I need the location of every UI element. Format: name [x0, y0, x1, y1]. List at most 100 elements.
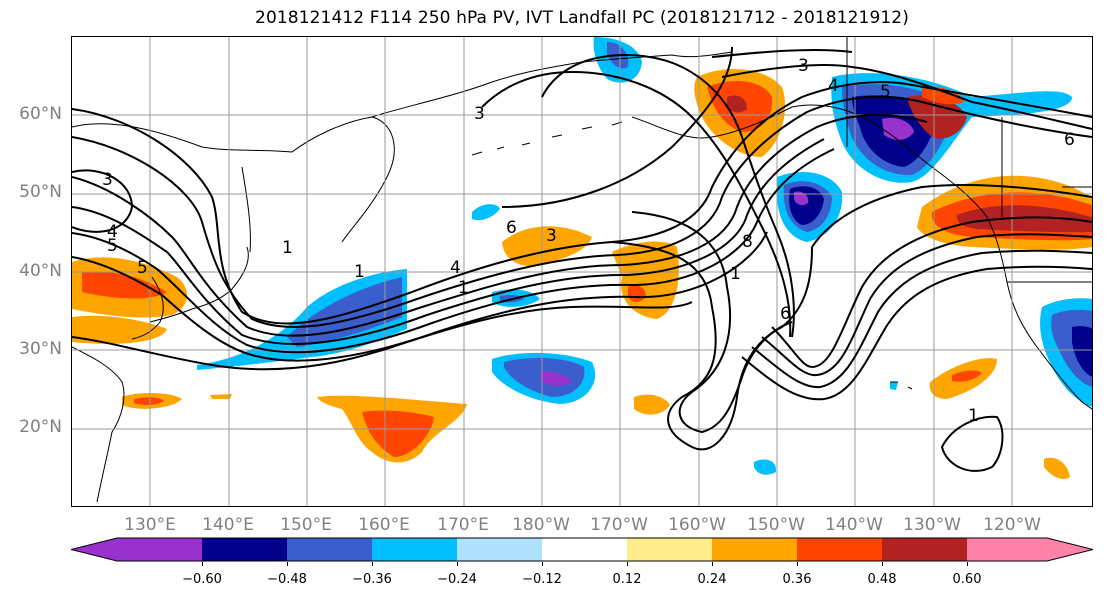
figure-title: 2018121412 F114 250 hPa PV, IVT Landfall… [255, 8, 909, 28]
map-panel: 3 4 5 5 1 1 4 1 6 3 3 1 8 6 3 4 5 6 1 [71, 36, 1093, 507]
coast-asia-north [72, 51, 733, 153]
pv-contour-5 [72, 148, 835, 354]
negative-anomaly-dateline-core [540, 371, 572, 386]
contour-label: 3 [798, 56, 809, 76]
colorbar-segment [202, 538, 287, 561]
colorbar-segment [287, 538, 372, 561]
contour-label: 5 [137, 258, 148, 278]
lon-label-130w: 130°W [903, 515, 961, 535]
colorbar-tick-label: 0.12 [612, 572, 642, 587]
pv-contour-4 [72, 138, 825, 345]
coast-hawaii [890, 381, 913, 390]
positive-anomaly-subtropics-east-core [952, 370, 982, 382]
map-canvas: 3 4 5 5 1 1 4 1 6 3 3 1 8 6 3 4 5 6 1 [72, 37, 1092, 506]
lat-label-40n: 40°N [19, 261, 62, 281]
pv-ne-1 [721, 64, 973, 103]
colorbar-tick-label: −0.24 [437, 572, 477, 587]
contour-label: 4 [450, 258, 461, 278]
pv-ridge-4 [741, 265, 1092, 401]
contour-label: 6 [780, 304, 791, 324]
colorbar-extend-high [1047, 538, 1093, 561]
colorbar-tickmark [712, 562, 713, 566]
contour-label: 1 [968, 406, 979, 426]
coast-china [72, 346, 125, 503]
positive-anomaly-central-core [362, 410, 434, 457]
pv-contours [72, 46, 1092, 472]
pv-contour-1 [72, 81, 1092, 325]
coast-na-border-3 [1001, 117, 1092, 217]
positive-anomaly-hawaii-east [1044, 457, 1070, 479]
colorbar-tick-label: 0.48 [867, 572, 897, 587]
positive-anomaly-japan-south [72, 315, 167, 344]
pv-closed-high [940, 415, 1004, 472]
contour-label: 1 [354, 262, 365, 282]
colorbar-tickmark [882, 562, 883, 566]
coast-japan [149, 246, 249, 323]
pv-ne-3 [971, 101, 1092, 130]
coast-kamchatka [341, 116, 395, 243]
contour-label: 4 [828, 76, 839, 96]
coast-korea [131, 276, 164, 340]
colorbar-segment [967, 538, 1047, 561]
contour-labels: 3 4 5 5 1 1 4 1 6 3 3 1 8 6 3 4 5 6 1 [102, 56, 1075, 426]
pv-ridge-3 [751, 249, 1092, 389]
colorbar-tick-label: 0.60 [952, 572, 982, 587]
positive-anomaly-goa-east [907, 95, 967, 139]
shaded-fields [72, 37, 1092, 479]
pv-trough-2 [631, 211, 793, 434]
lat-label-30n: 30°N [19, 339, 62, 359]
lat-label-50n: 50°N [19, 182, 62, 202]
pv-ridge-2 [761, 233, 1092, 377]
contour-label: 5 [880, 82, 891, 102]
pv-contour-2 [72, 95, 1092, 328]
colorbar-segment [117, 538, 202, 561]
contour-label: 8 [742, 232, 753, 252]
lon-label-160w: 160°W [668, 515, 726, 535]
lon-label-140e: 140°E [202, 515, 254, 535]
lon-label-140w: 140°W [825, 515, 883, 535]
positive-anomaly-160w-small [634, 394, 670, 415]
pv-contour-3 [72, 114, 928, 337]
colorbar [70, 537, 1094, 562]
pv-ridge-5 [811, 184, 1092, 248]
coast-na-west [986, 216, 1092, 410]
pv-trough-3 [501, 46, 733, 208]
colorbar-segment [882, 538, 967, 561]
lon-label-130e: 130°E [124, 515, 176, 535]
colorbar-tick-label: 0.36 [782, 572, 812, 587]
colorbar-segment [712, 538, 797, 561]
negative-anomaly-california-core [1072, 326, 1092, 377]
colorbar-tickmark [457, 562, 458, 566]
contour-label: 1 [730, 264, 741, 284]
colorbar-tickmark [542, 562, 543, 566]
positive-anomaly-small-1-core [134, 397, 164, 406]
contour-label: 4 [107, 222, 118, 242]
contour-label: 3 [546, 226, 557, 246]
graticule [72, 37, 1092, 506]
pv-ridge-1 [771, 216, 1092, 369]
colorbar-tickmark [627, 562, 628, 566]
colorbar-tick-label: −0.60 [182, 572, 222, 587]
colorbar-tickmark [287, 562, 288, 566]
negative-anomaly-small-blue [472, 204, 500, 221]
positive-anomaly-goa-east-rim [922, 86, 964, 105]
positive-anomaly-japan-core [82, 271, 167, 299]
colorbar-svg [70, 537, 1094, 562]
colorbar-tick-label: −0.36 [352, 572, 392, 587]
pv-trough-4 [541, 54, 795, 338]
contour-label: 6 [506, 218, 517, 238]
lon-label-150e: 150°E [280, 515, 332, 535]
pv-contour-6 [72, 231, 768, 362]
lat-label-60n: 60°N [19, 104, 62, 124]
negative-anomaly-tiny [890, 382, 898, 390]
colorbar-tick-label: 0.24 [697, 572, 727, 587]
lon-label-180w: 180°W [512, 515, 570, 535]
colorbar-extend-low [71, 538, 117, 561]
lon-label-120w: 120°W [983, 515, 1041, 535]
contour-label: 1 [458, 278, 469, 298]
coast-aleutians [471, 121, 623, 156]
colorbar-segment [372, 538, 457, 561]
lon-label-170e: 170°E [437, 515, 489, 535]
colorbar-segment [457, 538, 542, 561]
lat-label-20n: 20°N [19, 417, 62, 437]
